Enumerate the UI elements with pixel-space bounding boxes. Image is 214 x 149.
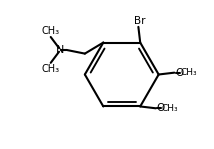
Text: Br: Br xyxy=(134,16,145,26)
Text: CH₃: CH₃ xyxy=(180,68,197,77)
Text: CH₃: CH₃ xyxy=(162,104,179,113)
Text: N: N xyxy=(56,45,64,55)
Text: O: O xyxy=(175,68,183,78)
Text: O: O xyxy=(156,103,165,113)
Text: CH₃: CH₃ xyxy=(42,64,60,74)
Text: CH₃: CH₃ xyxy=(42,26,60,36)
